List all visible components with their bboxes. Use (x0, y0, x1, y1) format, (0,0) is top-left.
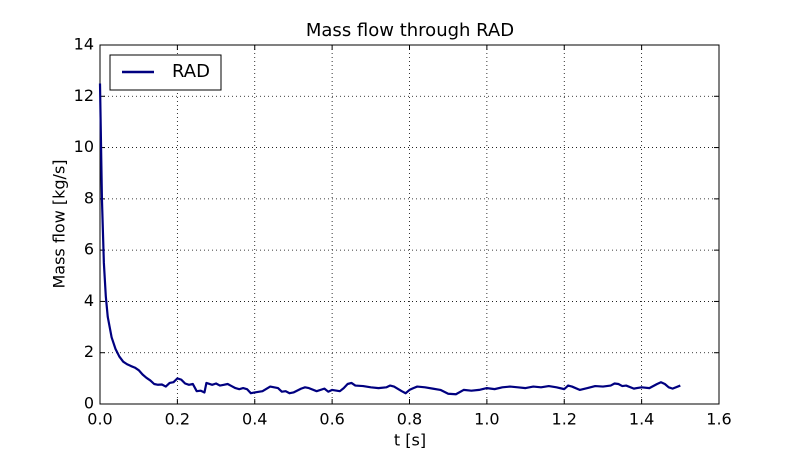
y-tick-label: 10 (74, 137, 94, 156)
x-tick-label: 1.6 (706, 410, 731, 429)
y-tick-label: 8 (84, 188, 94, 207)
y-tick-label: 0 (84, 394, 94, 413)
x-tick-label: 1.4 (629, 410, 654, 429)
y-tick-label: 12 (74, 86, 94, 105)
x-axis-label: t [s] (394, 431, 426, 450)
x-tick-label: 0.4 (242, 410, 267, 429)
x-tick-label: 0.2 (165, 410, 190, 429)
chart-title: Mass flow through RAD (306, 20, 514, 41)
x-tick-label: 1.0 (474, 410, 499, 429)
x-tick-label: 0.6 (319, 410, 344, 429)
line-series (98, 83, 681, 396)
legend-label: RAD (172, 61, 210, 82)
x-tick-label: 1.2 (552, 410, 577, 429)
y-tick-label: 4 (84, 291, 94, 310)
y-tick-label: 6 (84, 240, 94, 259)
x-tick-label: 0.0 (87, 410, 112, 429)
y-tick-label: 2 (84, 342, 94, 361)
x-tick-label: 0.8 (397, 410, 422, 429)
y-tick-label: 14 (74, 35, 94, 54)
y-axis-label: Mass flow [kg/s] (50, 159, 69, 288)
plot-frame (99, 44, 720, 405)
